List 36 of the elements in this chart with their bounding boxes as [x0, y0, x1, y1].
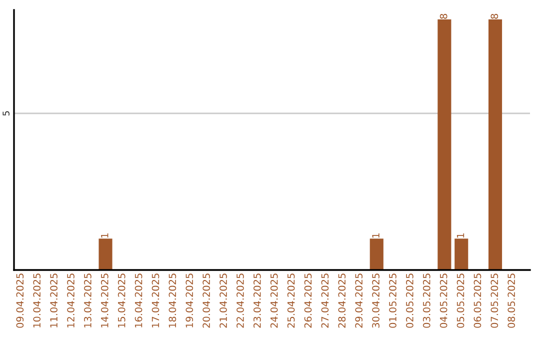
x-tick-label: 04.05.2025 — [440, 274, 448, 328]
x-tick-label: 06.05.2025 — [474, 274, 482, 328]
x-tick-label: 10.04.2025 — [33, 274, 41, 328]
x-tick-label: 02.05.2025 — [406, 274, 414, 328]
x-tick-label: 05.05.2025 — [456, 274, 464, 328]
x-tick-label: 12.04.2025 — [67, 274, 74, 328]
x-tick-label: 28.04.2025 — [338, 274, 346, 328]
x-tick-label: 27.04.2025 — [321, 274, 329, 328]
x-tick-label: 30.04.2025 — [372, 274, 380, 328]
x-tick-label: 03.05.2025 — [422, 274, 430, 328]
data-label: 1 — [372, 233, 380, 238]
x-tick-label: 07.05.2025 — [490, 274, 498, 328]
x-tick-label: 22.04.2025 — [236, 274, 244, 328]
x-tick-label: 18.04.2025 — [168, 274, 176, 328]
x-tick-label: 20.04.2025 — [202, 274, 210, 328]
x-tick-label: 23.04.2025 — [253, 274, 261, 328]
x-tick-label: 11.04.2025 — [50, 274, 58, 328]
x-tick-label: 13.04.2025 — [84, 274, 92, 328]
x-tick-label: 14.04.2025 — [100, 274, 108, 328]
x-tick-label: 24.04.2025 — [270, 274, 278, 328]
data-label: 1 — [101, 233, 108, 238]
x-tick-label: 09.04.2025 — [16, 274, 24, 328]
data-label: 8 — [440, 14, 448, 19]
x-tick-label: 26.04.2025 — [304, 274, 312, 328]
x-tick-label: 29.04.2025 — [355, 274, 363, 328]
x-tick-label: 01.05.2025 — [389, 274, 396, 328]
x-tick-label: 21.04.2025 — [220, 274, 227, 328]
x-tick-label: 16.04.2025 — [134, 274, 142, 328]
x-tick-label: 15.04.2025 — [118, 274, 126, 328]
x-tick-label: 19.04.2025 — [186, 274, 194, 328]
data-label: 1 — [456, 233, 464, 238]
x-tick-label: 17.04.2025 — [152, 274, 160, 328]
y-tick-label: 5 — [2, 111, 10, 116]
x-tick-label: 25.04.2025 — [287, 274, 295, 328]
x-tick-label: 08.05.2025 — [508, 274, 516, 328]
data-label: 8 — [490, 14, 498, 19]
